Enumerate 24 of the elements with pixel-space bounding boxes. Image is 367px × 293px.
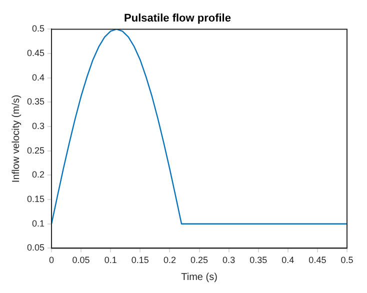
y-tick-label: 0.5: [32, 24, 45, 34]
x-tick-label: 0: [49, 255, 54, 266]
y-axis-title: Inflow velocity (m/s): [10, 94, 22, 183]
y-tick-label: 0.05: [26, 242, 45, 253]
y-tick-label: 0.35: [26, 96, 45, 107]
x-tick-label: 0.25: [190, 255, 208, 266]
x-tick-label: 0.3: [222, 255, 236, 266]
x-tick-label: 0.1: [104, 255, 117, 266]
y-tick-label: 0.3: [32, 121, 45, 132]
x-tick-label: 0.45: [308, 255, 326, 266]
x-tick-label: 0.15: [131, 255, 149, 266]
x-tick-label: 0.05: [72, 255, 90, 266]
chart-title: Pulsatile flow profile: [124, 12, 231, 25]
y-tick-label: 0.2: [32, 170, 45, 180]
x-tick-label: 0.4: [282, 255, 294, 266]
x-tick-label: 0.35: [250, 255, 268, 266]
y-tick-label: 0.4: [32, 72, 45, 82]
y-tick-label: 0.25: [26, 145, 45, 156]
x-axis-title: Time (s): [181, 272, 218, 283]
x-tick-label: 0.2: [163, 255, 176, 266]
x-tick-label: 0.5: [340, 255, 354, 266]
y-tick-label: 0.1: [32, 218, 45, 228]
y-tick-label: 0.15: [26, 194, 45, 204]
y-tick-label: 0.45: [26, 48, 45, 58]
